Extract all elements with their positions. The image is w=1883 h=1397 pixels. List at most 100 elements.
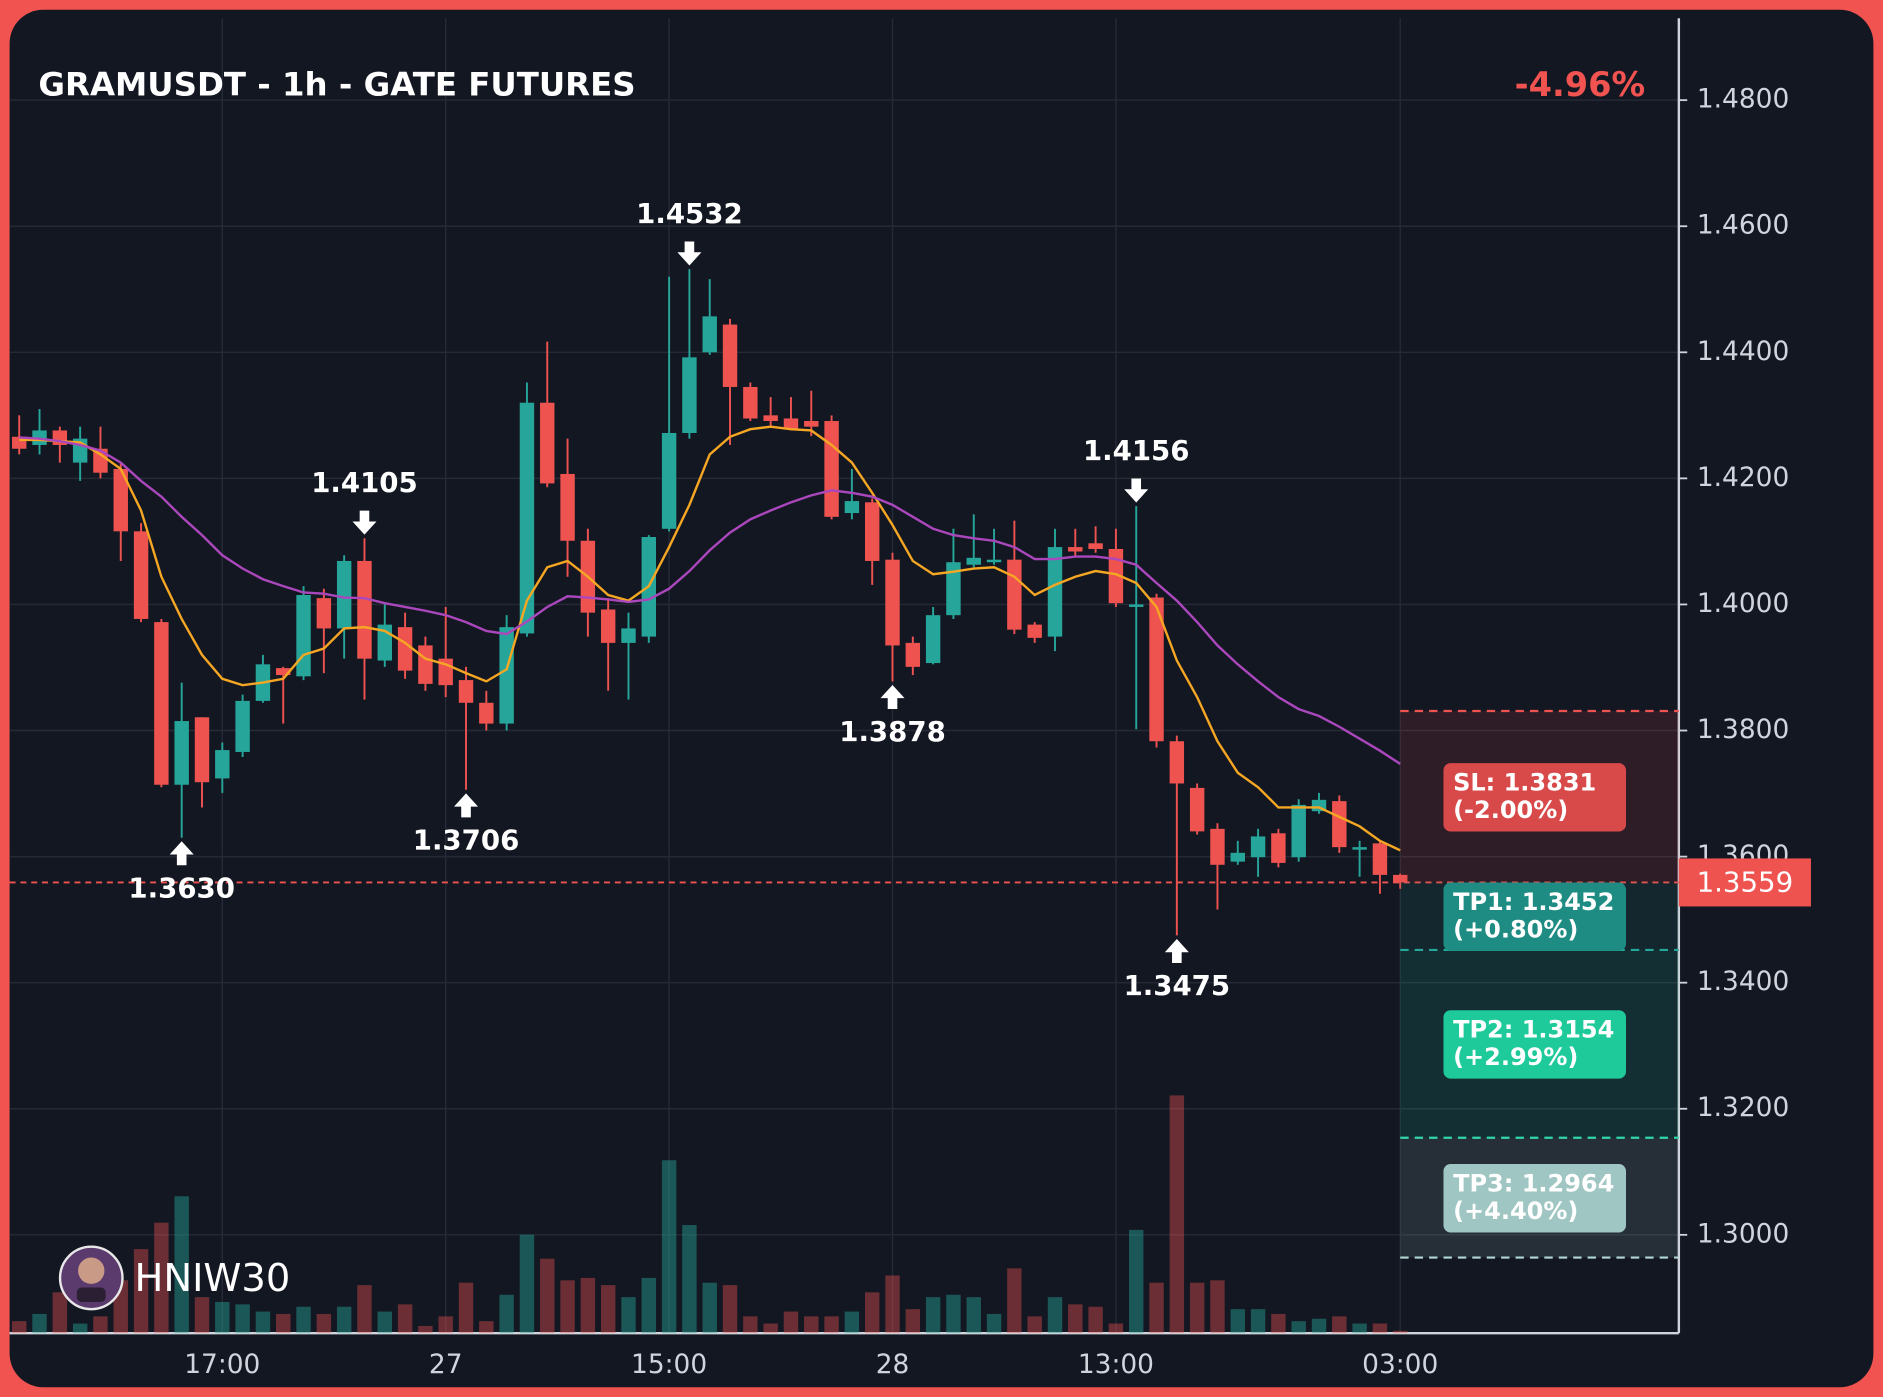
candle-body xyxy=(1332,801,1347,848)
candle-body xyxy=(12,436,27,449)
overlays: SL: 1.3831(-2.00%) TP1: 1.3452(+0.80%) TP2… xyxy=(9,197,1811,1259)
x-tick-label: 17:00 xyxy=(184,1349,260,1380)
marker-label: 1.3630 xyxy=(128,871,235,904)
candle-body xyxy=(864,502,880,561)
volume-bar xyxy=(499,1294,514,1334)
y-tick-label: 1.3800 xyxy=(1697,714,1789,745)
marker-label: 1.3878 xyxy=(839,715,946,748)
candle-body xyxy=(357,560,372,659)
candle-body xyxy=(1352,847,1367,850)
volume-bar xyxy=(479,1321,494,1334)
candle-body xyxy=(1149,597,1164,742)
volume-bar xyxy=(580,1277,596,1334)
candle-body xyxy=(194,717,210,783)
marker-arrow xyxy=(1124,478,1149,503)
volume-bar xyxy=(925,1297,941,1334)
volume xyxy=(12,1095,1408,1334)
volume-bar xyxy=(600,1285,616,1334)
candle-body xyxy=(113,468,128,532)
candle-body xyxy=(621,628,636,643)
y-tick-label: 1.4400 xyxy=(1697,336,1789,367)
marker-label: 1.4105 xyxy=(311,466,418,499)
volume-bar xyxy=(885,1275,900,1334)
volume-bar xyxy=(32,1313,47,1334)
marker-label: 1.4532 xyxy=(636,197,743,230)
volume-bar xyxy=(133,1249,149,1334)
volume-bar xyxy=(1068,1304,1083,1334)
volume-bar xyxy=(1311,1318,1327,1334)
last-price-tag xyxy=(1678,858,1811,907)
volume-bar xyxy=(1393,1330,1408,1334)
volume-bar xyxy=(336,1306,352,1334)
level-label: TP3: 1.2964 xyxy=(1453,1169,1614,1197)
candle-body xyxy=(276,668,291,676)
volume-bar xyxy=(52,1292,68,1334)
volume-bar xyxy=(1291,1321,1306,1334)
candle-body xyxy=(966,557,981,565)
candle-body xyxy=(1311,799,1327,812)
avatar-body xyxy=(76,1287,106,1302)
candle-body xyxy=(215,750,230,779)
candle-body xyxy=(458,680,474,703)
marker-label: 1.4156 xyxy=(1083,434,1190,467)
volume-bar xyxy=(418,1325,433,1334)
candle-body xyxy=(154,622,169,785)
volume-bar xyxy=(1210,1280,1225,1334)
volume-bar xyxy=(560,1280,575,1334)
watermark: HNIW30 xyxy=(58,1245,290,1311)
volume-bar xyxy=(12,1321,27,1334)
volume-bar xyxy=(93,1316,108,1334)
marker-arrow xyxy=(169,841,194,866)
level-pct: (+0.80%) xyxy=(1453,916,1578,944)
x-tick-label: 15:00 xyxy=(631,1349,707,1380)
moving-average xyxy=(19,425,1401,852)
volume-bar xyxy=(661,1160,677,1334)
volume-bar xyxy=(255,1311,271,1334)
volume-bar xyxy=(641,1277,657,1334)
volume-bar xyxy=(72,1323,88,1334)
candle-body xyxy=(702,316,717,353)
candle-body xyxy=(519,402,535,634)
volume-bar xyxy=(316,1313,332,1334)
volume-bar xyxy=(540,1258,555,1334)
candle-body xyxy=(986,559,1002,563)
volume-bar xyxy=(621,1297,636,1334)
candle-body xyxy=(804,421,819,427)
candle-body xyxy=(844,501,860,514)
candle-body xyxy=(1068,547,1083,552)
x-tick-label: 27 xyxy=(429,1349,463,1380)
candle-body xyxy=(1027,624,1042,638)
y-tick-label: 1.3400 xyxy=(1697,966,1789,997)
marker-arrow xyxy=(352,510,377,535)
y-tick-label: 1.3200 xyxy=(1697,1092,1789,1123)
marker-label: 1.3706 xyxy=(413,823,520,856)
marker-arrow xyxy=(677,241,702,266)
candle-body xyxy=(722,324,738,387)
volume-bar xyxy=(763,1323,778,1334)
candles xyxy=(12,269,1408,936)
volume-bar xyxy=(702,1282,717,1334)
volume-bar xyxy=(682,1225,697,1334)
candle-body xyxy=(296,594,311,677)
y-tick-label: 1.4800 xyxy=(1697,84,1789,115)
grid: 1.30001.32001.34001.36001.38001.40001.42… xyxy=(9,18,1789,1380)
volume-bar xyxy=(824,1316,839,1334)
marker-arrow xyxy=(454,793,479,818)
y-tick-label: 1.4600 xyxy=(1697,210,1789,241)
moving-average xyxy=(19,436,1401,765)
volume-bar xyxy=(1169,1095,1185,1334)
volume-bar xyxy=(215,1301,230,1334)
volume-bar xyxy=(1007,1268,1022,1334)
volume-bar xyxy=(296,1306,311,1334)
candle-body xyxy=(905,642,921,667)
candle-body xyxy=(1047,547,1063,637)
candle-body xyxy=(499,627,514,724)
avatar-face xyxy=(78,1257,105,1284)
volume-bar xyxy=(1332,1316,1347,1334)
volume-bar xyxy=(519,1234,535,1334)
volume-bar xyxy=(783,1311,799,1334)
volume-bar xyxy=(458,1282,474,1334)
last-price-label: 1.3559 xyxy=(1697,866,1794,899)
candle-body xyxy=(1129,604,1144,607)
